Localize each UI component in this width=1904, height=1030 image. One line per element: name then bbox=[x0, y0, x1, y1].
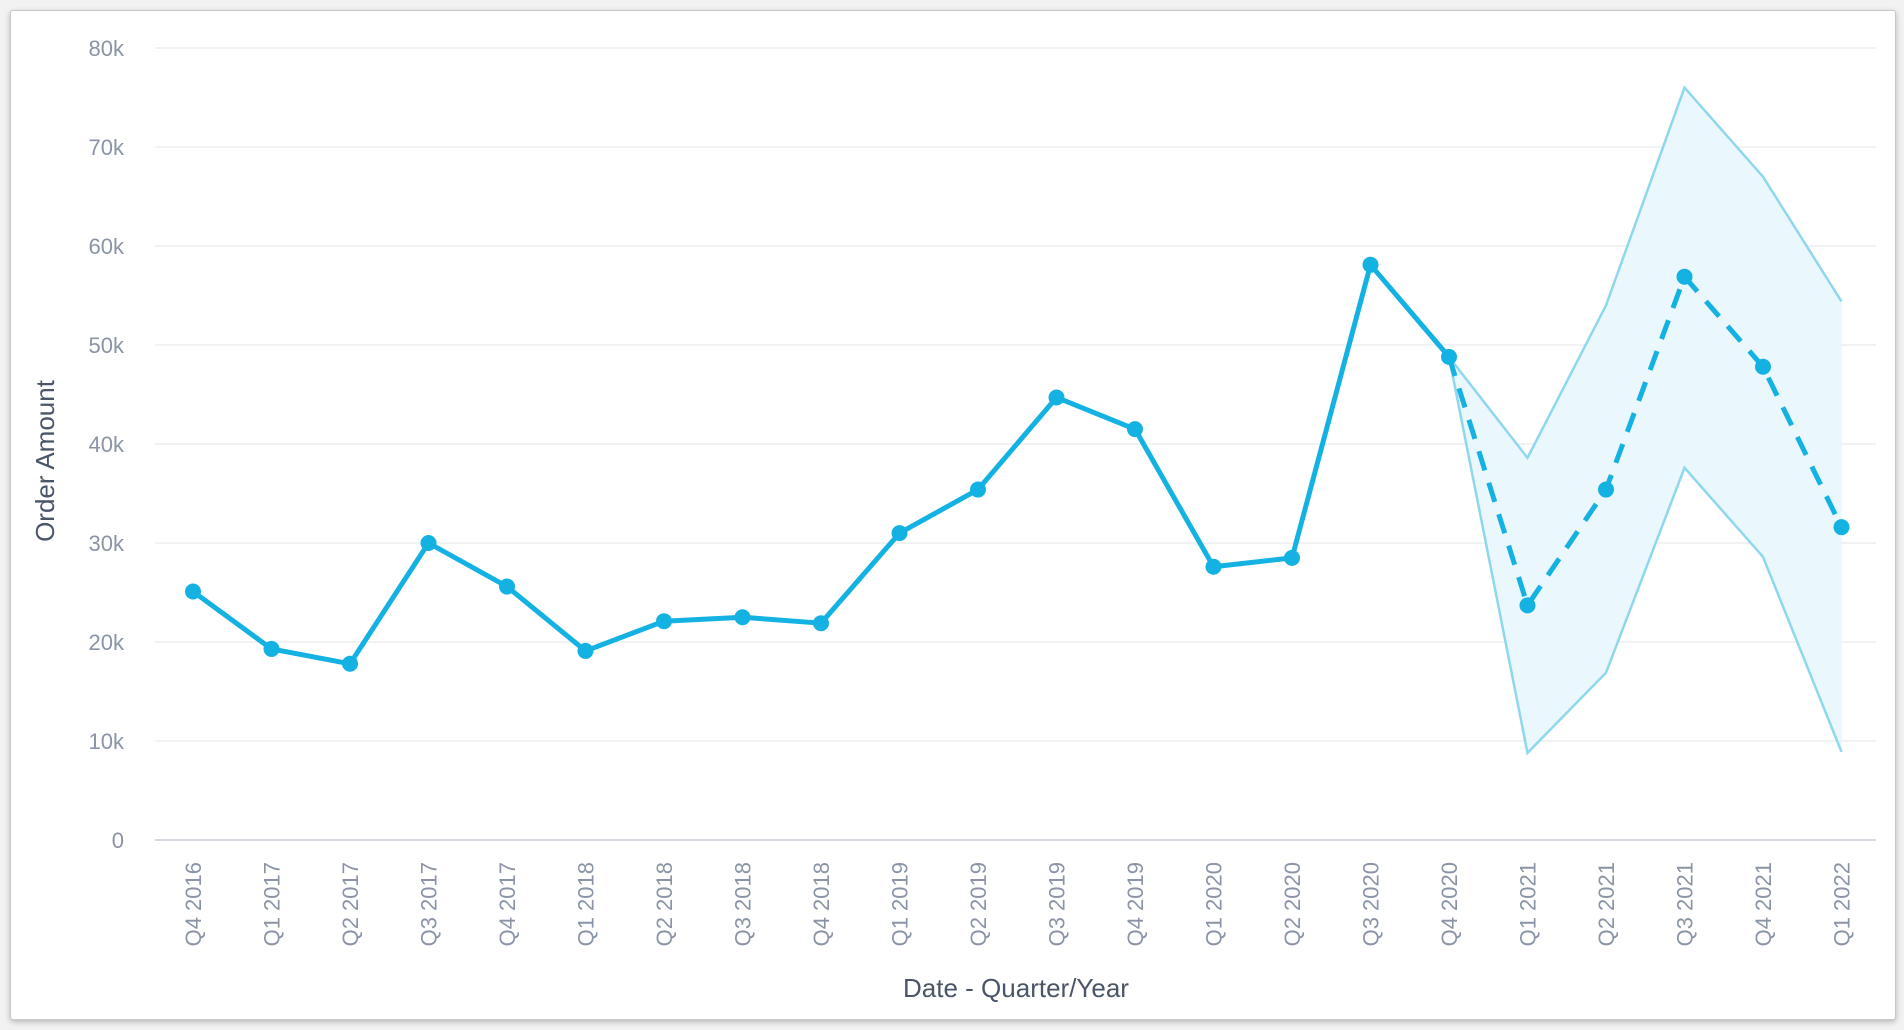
data-points bbox=[185, 256, 1850, 672]
confidence-lower-line bbox=[1447, 356, 1843, 756]
x-tick-label: Q1 2022 bbox=[1830, 862, 1855, 946]
x-tick-label: Q4 2018 bbox=[809, 862, 834, 946]
x-tick-label: Q4 2021 bbox=[1751, 862, 1776, 946]
x-tick-label: Q3 2021 bbox=[1673, 862, 1698, 946]
data-point bbox=[1362, 256, 1379, 273]
data-point bbox=[420, 535, 437, 551]
y-tick-label: 50k bbox=[89, 333, 125, 358]
x-tick-label: Q1 2018 bbox=[574, 862, 599, 946]
y-axis-title: Order Amount bbox=[30, 379, 60, 542]
forecast-line bbox=[1446, 274, 1844, 608]
x-tick-label: Q3 2019 bbox=[1045, 862, 1070, 946]
x-tick-label: Q1 2017 bbox=[260, 862, 285, 946]
data-point bbox=[1205, 558, 1222, 575]
y-tick-label: 70k bbox=[89, 135, 125, 160]
x-tick-label: Q2 2020 bbox=[1280, 862, 1305, 946]
x-axis-ticks: Q4 2016 Q1 2017 Q2 2017 Q3 2017 Q4 2017 Q1 20… bbox=[181, 862, 1855, 946]
data-point bbox=[263, 640, 280, 657]
y-tick-label: 20k bbox=[89, 630, 125, 655]
forecast-point bbox=[1519, 597, 1536, 614]
data-point bbox=[577, 642, 594, 659]
x-tick-label: Q3 2018 bbox=[731, 862, 756, 946]
x-tick-label: Q1 2020 bbox=[1202, 862, 1227, 946]
data-point bbox=[734, 609, 751, 626]
forecast-point bbox=[1755, 358, 1771, 375]
x-tick-label: Q3 2020 bbox=[1359, 862, 1384, 946]
data-point bbox=[499, 578, 515, 595]
y-tick-label: 40k bbox=[89, 432, 125, 457]
data-point bbox=[813, 615, 829, 632]
data-point bbox=[970, 481, 986, 498]
forecast-point bbox=[1676, 268, 1693, 285]
y-tick-label: 30k bbox=[89, 531, 125, 556]
forecast-point bbox=[1833, 519, 1850, 536]
x-tick-label: Q4 2020 bbox=[1437, 862, 1462, 946]
y-tick-label: 0 bbox=[112, 828, 124, 853]
x-tick-label: Q2 2021 bbox=[1594, 862, 1619, 946]
y-tick-label: 80k bbox=[89, 36, 125, 61]
data-point bbox=[1284, 549, 1300, 566]
x-tick-label: Q2 2018 bbox=[652, 862, 677, 946]
forecast-point bbox=[1598, 481, 1614, 498]
x-tick-label: Q4 2019 bbox=[1123, 862, 1148, 946]
x-tick-label: Q2 2019 bbox=[966, 862, 991, 946]
confidence-band-fill bbox=[1449, 87, 1842, 753]
x-axis-title: Date - Quarter/Year bbox=[903, 973, 1129, 1003]
data-point bbox=[1441, 348, 1457, 365]
x-tick-label: Q4 2016 bbox=[181, 862, 206, 946]
actual-line bbox=[190, 262, 1452, 667]
y-axis-ticks: 0 10k 20k 30k 40k 50k 60k 70k 80k bbox=[89, 36, 125, 853]
data-point bbox=[1048, 389, 1065, 406]
data-point bbox=[656, 613, 672, 630]
data-point bbox=[342, 655, 358, 672]
x-tick-label: Q4 2017 bbox=[495, 862, 520, 946]
confidence-upper-line bbox=[1448, 85, 1843, 461]
data-point bbox=[185, 583, 201, 600]
data-point bbox=[891, 525, 908, 542]
y-tick-label: 10k bbox=[89, 729, 125, 754]
x-tick-label: Q1 2021 bbox=[1516, 862, 1541, 946]
x-tick-label: Q2 2017 bbox=[338, 862, 363, 946]
x-tick-label: Q1 2019 bbox=[888, 862, 913, 946]
forecast-band bbox=[1447, 85, 1843, 756]
x-tick-label: Q3 2017 bbox=[417, 862, 442, 946]
y-tick-label: 60k bbox=[89, 234, 125, 259]
data-point bbox=[1127, 421, 1143, 438]
